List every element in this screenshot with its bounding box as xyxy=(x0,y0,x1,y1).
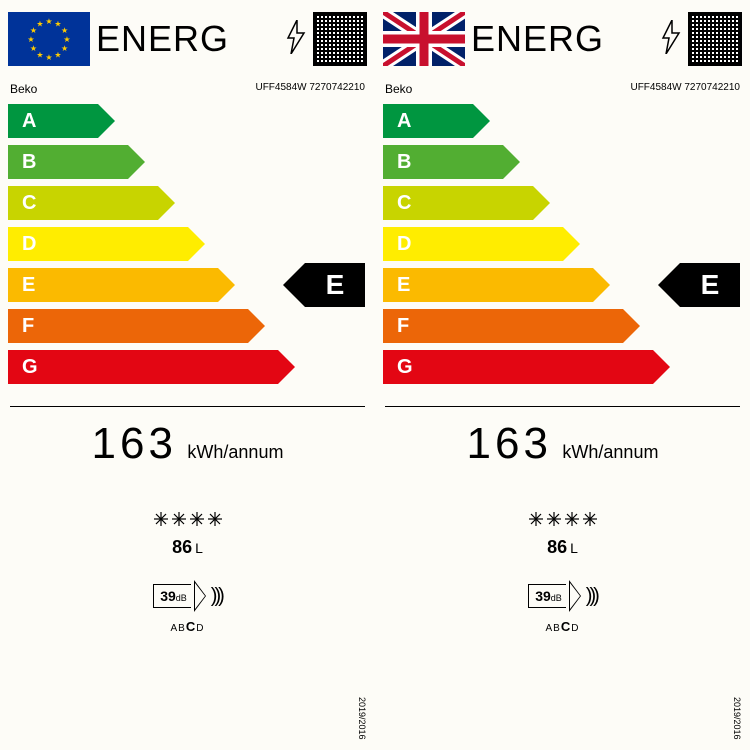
energy-heading: ENERG xyxy=(471,18,654,60)
svg-text:★: ★ xyxy=(63,35,70,44)
bar-d: D xyxy=(383,227,563,261)
bar-f: F xyxy=(383,309,623,343)
consumption: 163 kWh/annum xyxy=(383,419,742,469)
svg-text:★: ★ xyxy=(61,44,68,53)
capacity: 86L xyxy=(547,537,578,558)
qr-code xyxy=(688,12,742,66)
consumption: 163 kWh/annum xyxy=(8,419,367,469)
energy-heading: ENERG xyxy=(96,18,279,60)
noise-emission: 39dB ))) xyxy=(153,580,222,612)
svg-text:★: ★ xyxy=(30,44,37,53)
efficiency-scale: ABCDEFGE xyxy=(383,104,742,394)
bolt-icon xyxy=(660,20,682,59)
regulation-ref: 2019/2016 xyxy=(357,697,367,740)
noise-emission: 39dB ))) xyxy=(528,580,597,612)
bar-d: D xyxy=(8,227,188,261)
svg-text:★: ★ xyxy=(27,35,34,44)
model-number: UFF4584W 7270742210 xyxy=(255,82,365,96)
speaker-icon: 39dB xyxy=(528,584,566,608)
eu-flag-icon: ★★★★★★★★★★★★ xyxy=(8,12,90,66)
bar-b: B xyxy=(383,145,503,179)
freezer-stars-icon xyxy=(153,511,223,527)
bar-c: C xyxy=(383,186,533,220)
noise-class: ABCD xyxy=(171,619,205,634)
efficiency-scale: ABCDEFGE xyxy=(8,104,367,394)
svg-text:★: ★ xyxy=(36,19,43,28)
capacity: 86L xyxy=(172,537,203,558)
energy-label-eu: ★★★★★★★★★★★★ ENERG Beko UFF4584W 7270742… xyxy=(0,0,375,750)
model-number: UFF4584W 7270742210 xyxy=(630,82,740,96)
regulation-ref: 2019/2016 xyxy=(732,697,742,740)
rating-pointer: E xyxy=(305,263,365,307)
brand-name: Beko xyxy=(385,82,412,96)
consumption-value: 163 xyxy=(467,419,552,468)
uk-flag-icon xyxy=(383,12,465,66)
freezer-stars-icon xyxy=(528,511,598,527)
svg-text:★: ★ xyxy=(61,26,68,35)
speaker-icon: 39dB xyxy=(153,584,191,608)
bar-e: E xyxy=(8,268,218,302)
bar-g: G xyxy=(8,350,278,384)
svg-text:★: ★ xyxy=(45,17,52,26)
svg-text:★: ★ xyxy=(36,51,43,60)
brand-name: Beko xyxy=(10,82,37,96)
consumption-value: 163 xyxy=(92,419,177,468)
rating-pointer: E xyxy=(680,263,740,307)
qr-code xyxy=(313,12,367,66)
consumption-unit: kWh/annum xyxy=(562,442,658,462)
svg-text:★: ★ xyxy=(54,51,61,60)
svg-text:★: ★ xyxy=(45,53,52,62)
consumption-unit: kWh/annum xyxy=(187,442,283,462)
noise-class: ABCD xyxy=(546,619,580,634)
bar-f: F xyxy=(8,309,248,343)
bar-g: G xyxy=(383,350,653,384)
bolt-icon xyxy=(285,20,307,59)
bar-a: A xyxy=(8,104,98,138)
energy-label-uk: ENERG Beko UFF4584W 7270742210 ABCDEFGE … xyxy=(375,0,750,750)
bar-a: A xyxy=(383,104,473,138)
bar-c: C xyxy=(8,186,158,220)
bar-b: B xyxy=(8,145,128,179)
bar-e: E xyxy=(383,268,593,302)
